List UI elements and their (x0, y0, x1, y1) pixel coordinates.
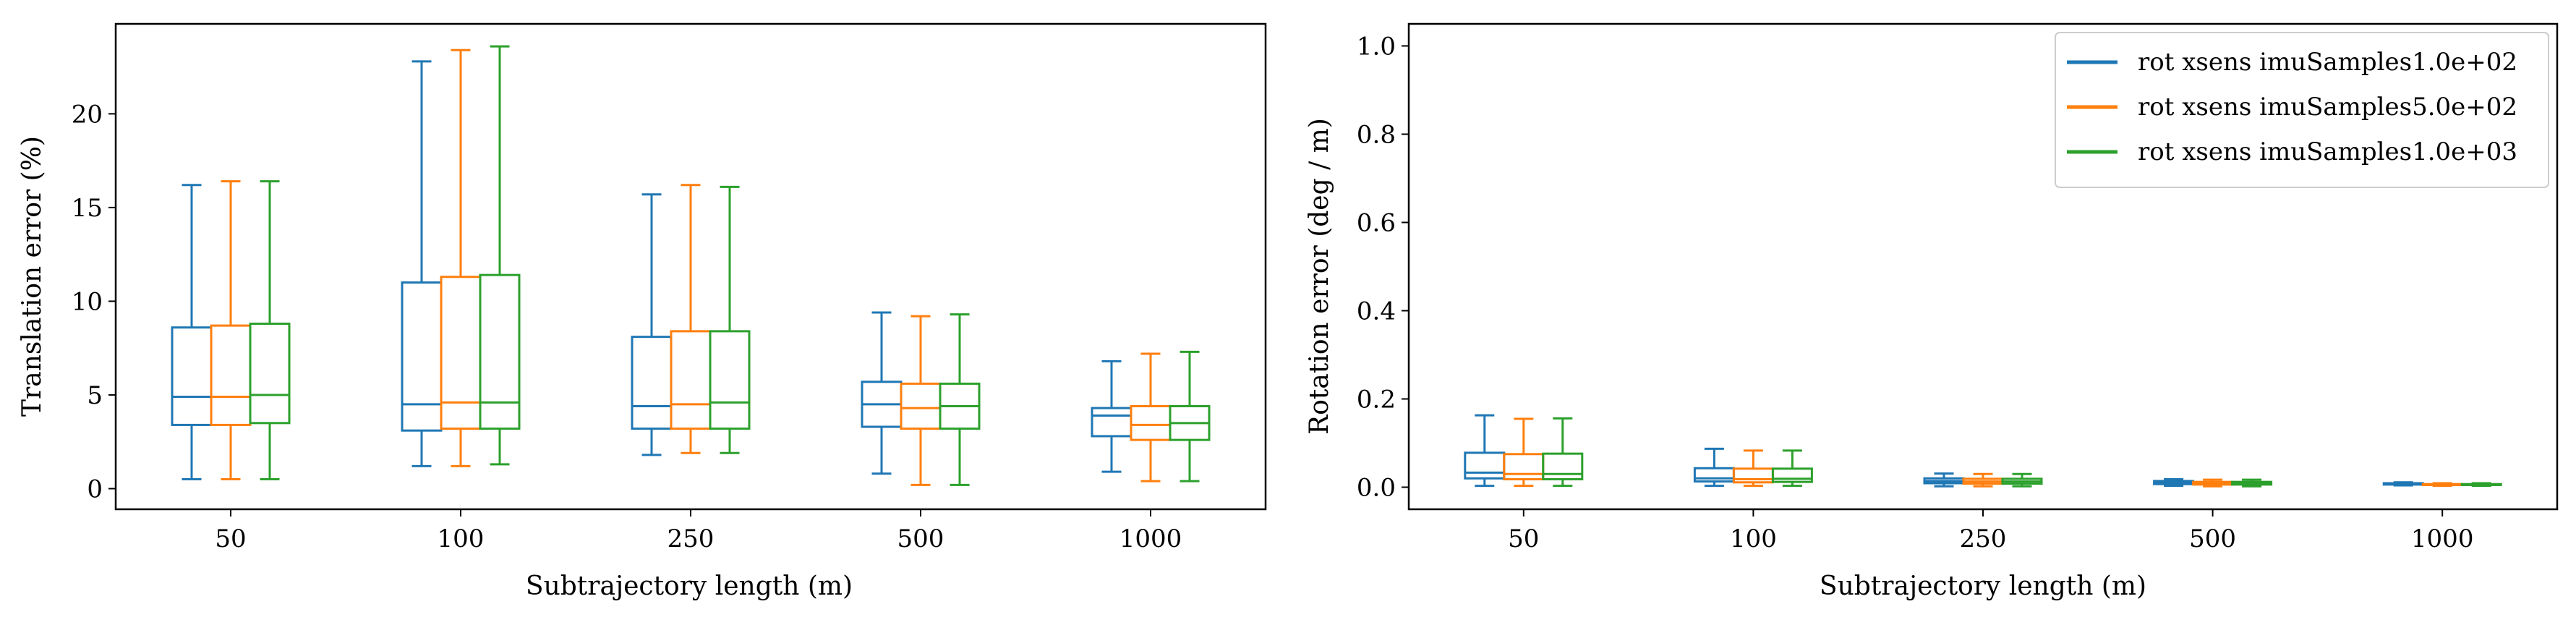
box-iqr (670, 330, 712, 430)
rotation-box-2-500 (2192, 478, 2234, 488)
rotation-x-tick-label: 250 (1960, 524, 2007, 553)
box-iqr (1771, 467, 1813, 483)
box-iqr (709, 330, 751, 430)
legend-frame (2055, 32, 2549, 188)
rotation-box-3-250 (2001, 472, 2043, 488)
rotation-y-tick-label: 0.6 (1357, 209, 1396, 238)
rotation-box-2-250 (1962, 472, 2004, 488)
box-iqr (1503, 453, 1545, 481)
translation-x-tick-label: 50 (215, 524, 246, 553)
rotation-box-2-50 (1503, 417, 1545, 488)
rotation-y-tick-label: 0.4 (1357, 297, 1396, 326)
translation-box-3-1000 (1169, 350, 1211, 482)
rotation-y-tick-label: 0.0 (1357, 474, 1396, 503)
rotation-boxes (1464, 414, 2502, 488)
rotation-box-3-1000 (2460, 482, 2502, 488)
rotation-axes-frame (1407, 22, 2559, 511)
translation-box-2-250 (670, 184, 712, 454)
rotation-x-tick-label: 50 (1508, 524, 1539, 553)
translation-box-1-500 (861, 311, 903, 475)
legend-label: rot xsens imuSamples1.0e+02 (2138, 48, 2517, 77)
box-iqr (210, 324, 252, 426)
rotation-x-axis-label: Subtrajectory length (m) (1820, 571, 2146, 601)
rotation-box-3-50 (1542, 417, 1584, 488)
rotation-box-1-100 (1693, 447, 1735, 488)
legend-label: rot xsens imuSamples5.0e+02 (2138, 93, 2517, 122)
rotation-y-tick-label: 0.8 (1357, 121, 1396, 150)
rotation-box-3-100 (1771, 449, 1813, 488)
translation-x-tick-label: 500 (897, 524, 944, 553)
translation-y-tick-label: 0 (87, 475, 103, 504)
translation-x-axis-label: Subtrajectory length (m) (526, 571, 853, 601)
translation-box-3-50 (249, 180, 291, 481)
rotation-error-panel: Subtrajectory length (m) Rotation error … (1305, 22, 2559, 601)
legend-item-1: rot xsens imuSamples1.0e+02 (2067, 48, 2517, 77)
translation-box-1-250 (631, 193, 673, 456)
translation-y-tick-label: 5 (87, 381, 103, 410)
box-iqr (1542, 452, 1584, 481)
box-iqr (249, 323, 291, 425)
rotation-box-2-100 (1732, 449, 1774, 488)
box-iqr (440, 276, 482, 430)
legend-label: rot xsens imuSamples1.0e+03 (2138, 137, 2517, 166)
box-iqr (479, 273, 521, 430)
translation-box-3-250 (709, 185, 751, 454)
translation-box-3-500 (939, 313, 981, 486)
rotation-y-axis-label: Rotation error (deg / m) (1305, 118, 1334, 435)
translation-y-axis-label: Translation error (%) (17, 136, 47, 417)
rotation-box-1-1000 (2382, 481, 2424, 487)
translation-box-2-1000 (1130, 352, 1172, 482)
translation-box-2-500 (900, 315, 942, 486)
rotation-y-tick-label: 1.0 (1357, 33, 1396, 61)
rotation-box-2-1000 (2421, 482, 2463, 488)
box-iqr (1693, 467, 1735, 483)
legend: rot xsens imuSamples1.0e+02 rot xsens imu… (2055, 32, 2549, 188)
legend-item-2: rot xsens imuSamples5.0e+02 (2067, 93, 2517, 122)
box-iqr (1130, 405, 1172, 441)
box-iqr (1464, 451, 1506, 480)
translation-error-panel: Subtrajectory length (m) Translation err… (17, 22, 1267, 601)
translation-box-2-100 (440, 48, 482, 467)
rotation-y-tick-label: 0.2 (1357, 386, 1396, 414)
translation-x-tick-label: 100 (438, 524, 485, 553)
box-iqr (900, 382, 942, 430)
box-iqr (171, 326, 213, 426)
box-iqr (631, 336, 673, 430)
rotation-x-tick-label: 100 (1730, 524, 1777, 553)
rotation-box-1-250 (1923, 472, 1965, 488)
box-iqr (1091, 407, 1133, 438)
rotation-box-1-50 (1464, 414, 1506, 488)
translation-box-2-50 (210, 180, 252, 481)
translation-y-tick-label: 15 (72, 194, 103, 223)
rotation-box-3-500 (2231, 478, 2273, 488)
translation-box-1-100 (401, 60, 443, 467)
translation-y-tick-label: 10 (72, 287, 103, 316)
translation-box-3-100 (479, 45, 521, 466)
rotation-x-tick-label: 1000 (2411, 524, 2474, 553)
translation-x-tick-label: 250 (668, 524, 715, 553)
rotation-x-tick-label: 500 (2189, 524, 2236, 553)
translation-boxes (171, 45, 1211, 486)
legend-item-3: rot xsens imuSamples1.0e+03 (2067, 137, 2517, 166)
translation-box-1-50 (171, 184, 213, 481)
translation-axes-frame (114, 22, 1267, 511)
translation-box-1-1000 (1091, 360, 1133, 473)
translation-y-tick-label: 20 (72, 100, 103, 129)
rotation-box-1-500 (2153, 478, 2195, 488)
box-iqr (401, 281, 443, 432)
translation-x-tick-label: 1000 (1119, 524, 1182, 553)
